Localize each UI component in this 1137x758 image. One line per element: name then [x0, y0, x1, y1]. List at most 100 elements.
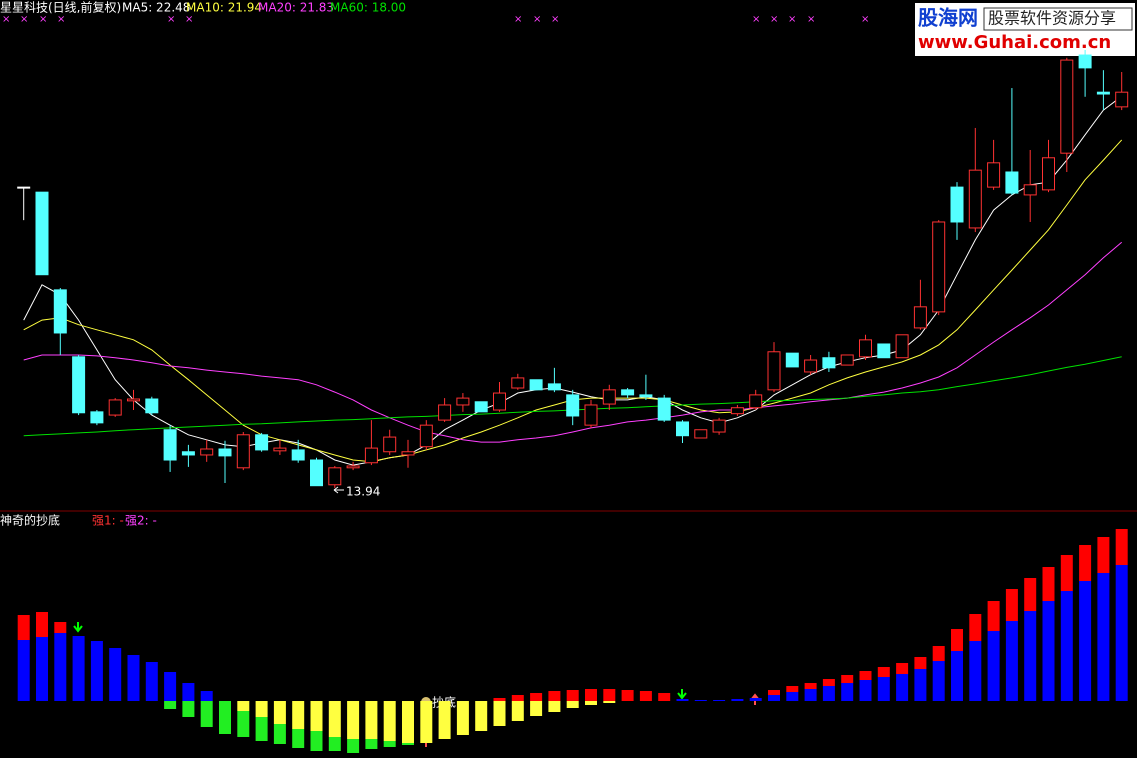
candle-body [621, 389, 635, 396]
candle-body [694, 429, 708, 439]
candle-body [53, 289, 67, 334]
candle-body [127, 398, 140, 402]
candle-body [474, 401, 488, 413]
indicator-bar [237, 711, 250, 737]
candle-body [785, 352, 799, 368]
candle-body [108, 399, 122, 416]
indicator-bar [90, 641, 103, 701]
candle-body [1115, 91, 1129, 108]
candle-body [364, 447, 378, 464]
indicator-bar [932, 661, 945, 701]
svg-text:×: × [39, 14, 47, 25]
svg-text:×: × [167, 14, 175, 25]
indicator-bar [1115, 529, 1128, 565]
indicator-bar [182, 701, 195, 717]
legend-entry: MA20: 21.83 [258, 1, 334, 15]
watermark-slogan: 股票软件资源分享 [988, 9, 1116, 28]
indicator-bar [896, 674, 909, 701]
candle-body [676, 421, 689, 437]
indicator-bar [310, 701, 323, 731]
legend-entry: 强2: - [125, 514, 157, 528]
watermark-url: www.Guhai.com.cn [918, 32, 1111, 53]
indicator-bar [530, 701, 543, 716]
indicator-bar [1097, 537, 1110, 573]
indicator-bar [859, 671, 872, 680]
legend-entry: MA5: 22.48 [122, 1, 190, 15]
candle-body [401, 451, 415, 456]
indicator-bar [1024, 611, 1037, 701]
indicator-bar [292, 729, 305, 748]
indicator-bar [987, 601, 1000, 631]
candle-body [822, 357, 836, 369]
indicator-bar [511, 695, 524, 701]
low-arrow [333, 486, 344, 494]
indicator-bar [804, 689, 817, 701]
candle-body [1005, 171, 1019, 194]
indicator-bar [969, 614, 982, 641]
indicator-bar [292, 701, 305, 729]
indicator-bar [255, 717, 268, 741]
indicator-bar [347, 739, 360, 753]
candle-body [602, 389, 616, 405]
indicator-bar [475, 701, 488, 731]
indicator-bar [822, 679, 835, 686]
indicator-bar [383, 701, 396, 741]
indicator-bar [566, 701, 579, 708]
candle-body [35, 191, 49, 276]
low-label: 13.94 [346, 485, 380, 499]
candle-body [273, 447, 287, 452]
indicator-bar [237, 701, 250, 711]
watermark-name: 股海网 [918, 6, 978, 30]
indicator-bar [603, 689, 616, 701]
indicator-bar [585, 701, 597, 705]
svg-text:×: × [533, 14, 541, 25]
indicator-bar [1115, 565, 1128, 701]
indicator-bar [347, 701, 360, 739]
indicator-bar [932, 646, 945, 661]
chart-title: 星星科技(日线,前复权) [0, 0, 121, 15]
indicator-bar [164, 672, 177, 701]
candle-body [456, 397, 470, 406]
indicator-bar [127, 655, 140, 701]
indicator-bar [1042, 567, 1055, 601]
indicator-bar [145, 662, 158, 701]
candle-body [346, 465, 360, 469]
indicator-bar [200, 701, 213, 727]
candle-body [90, 411, 104, 424]
candle-body [877, 343, 891, 359]
candle-body [1078, 54, 1092, 69]
candle-body [932, 221, 946, 313]
svg-text:×: × [57, 14, 65, 25]
indicator-bar [914, 669, 927, 701]
candle-body [987, 162, 1001, 188]
svg-text:×: × [770, 14, 778, 25]
candle-body [1060, 59, 1074, 154]
candle-body [730, 407, 744, 415]
svg-text:×: × [185, 14, 193, 25]
legend-entry: MA60: 18.00 [330, 1, 406, 15]
candle-body [895, 334, 909, 359]
candle-body [328, 467, 342, 486]
candle-body [438, 404, 452, 421]
indicator-bar [566, 690, 579, 701]
indicator-bar [969, 641, 982, 701]
svg-text:×: × [2, 14, 10, 25]
indicator-bar [273, 724, 286, 744]
indicator-bar [1060, 555, 1073, 591]
indicator-bar [1079, 581, 1092, 701]
svg-text:×: × [20, 14, 28, 25]
candle-body [17, 186, 31, 189]
indicator-bar [1005, 589, 1018, 621]
indicator-bar [951, 651, 963, 701]
indicator-bar [548, 691, 561, 701]
sell-arrow [73, 622, 83, 633]
candle-body [749, 394, 763, 409]
indicator-bar [255, 701, 268, 717]
svg-text:×: × [788, 14, 796, 25]
indicator-bar [786, 686, 799, 692]
indicator-bar [841, 683, 854, 701]
indicator-bar [603, 701, 616, 703]
legend-entry: MA10: 21.94 [186, 1, 262, 15]
